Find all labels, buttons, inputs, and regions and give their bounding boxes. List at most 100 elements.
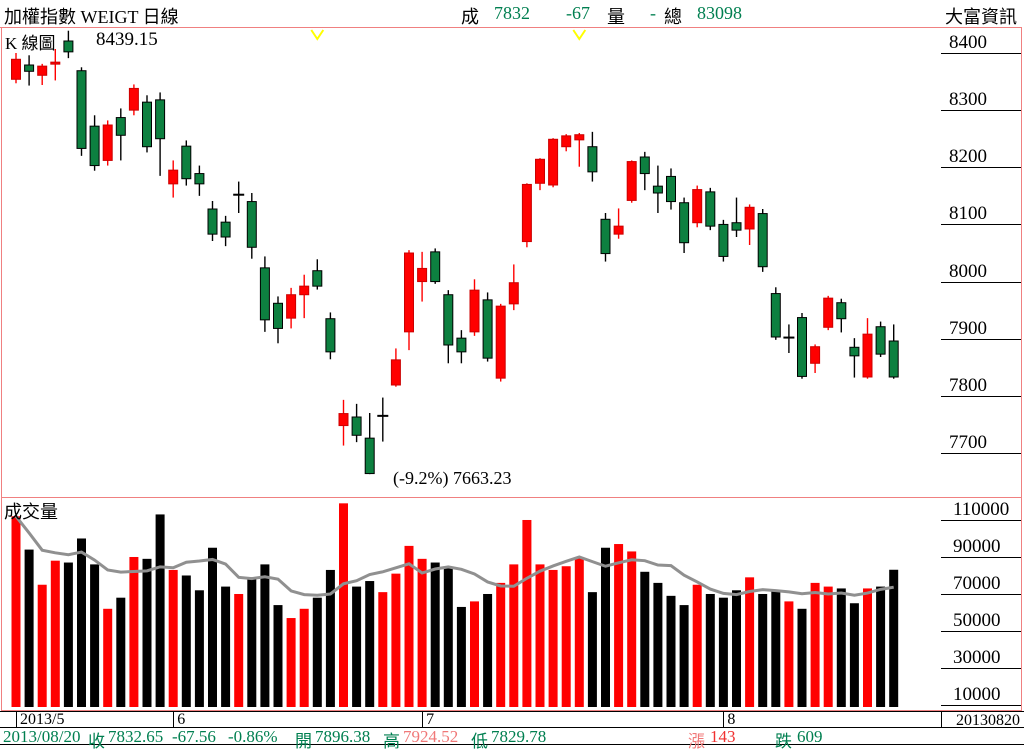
volume-bar [705,593,715,707]
volume-bar [168,569,178,707]
volume-bar [77,538,86,707]
volume-tick-line [941,704,1021,706]
candle-up [417,267,428,283]
price-tick-label: 8300 [949,89,987,111]
volume-tick-line [941,593,1021,595]
volume-bar [771,590,781,707]
volume-axis: 110000 90000 70000 50000 30000 10000 [941,498,1021,710]
volume-bar [443,568,453,707]
candle-down [63,40,74,53]
candle-down [181,145,192,180]
volume-bar [155,514,165,707]
candle-up [37,65,48,76]
candle-up [128,87,139,111]
period-high-value: 8439.15 [96,29,158,50]
volume-bar [548,569,558,707]
change-pct-value: -0.86% [228,727,278,746]
signal-marker-icon [572,29,587,41]
volume-bar [718,597,728,707]
total-value: 83098 [697,3,742,23]
volume-bar [116,597,126,707]
date-axis-row: 2013/5 6 7 8 20130820 [0,711,1024,729]
candle-down [273,302,283,329]
price-tick-label: 7800 [949,374,987,396]
candle-down [875,326,886,355]
candle-down [194,173,205,185]
low-value: 7829.78 [491,727,547,746]
candle-down [443,294,454,346]
candle-down [155,99,166,140]
volume-bar [221,586,231,707]
candle-down [220,221,231,238]
volume-tick-label: 110000 [953,498,1010,520]
candle-up [535,158,545,184]
month-tick-label: 7 [422,712,434,728]
price-tick-label: 8400 [949,32,987,53]
volume-bar [312,597,322,707]
month-tick-label: 6 [173,712,185,728]
signal-marker-icon [310,29,325,41]
decliners-count: 609 [797,727,823,746]
candle-down [639,156,650,175]
chart-title: 加權指數 WEIGT 日線 [4,7,179,27]
candle-down [24,64,35,72]
volume-panel-label: 成交量 [4,502,58,522]
volume-bar [561,566,571,707]
candle-down [888,340,899,378]
price-tick-line [941,167,1021,169]
volume-bar [522,519,532,707]
volume-label: 量 [607,7,625,27]
volume-bar [286,618,296,707]
candle-up [286,294,297,319]
volume-bar [129,556,139,707]
price-tick-label: 8100 [949,203,987,225]
volume-bar [836,588,846,707]
volume-tick-line [941,667,1021,669]
candle-down [351,416,362,436]
open-label: 開 [295,732,312,751]
candle-up [102,124,113,161]
candle-down [115,117,126,136]
volume-bar [784,601,794,707]
price-tick-label: 7900 [949,317,987,339]
volume-bar [640,571,650,707]
volume-bar [50,560,60,707]
volume-bar [273,605,283,707]
candle-up [823,297,834,328]
candle-down [89,125,100,167]
price-tick-line [941,110,1021,112]
volume-tick-label: 30000 [953,646,1001,668]
low-annotation: (-9.2%) 7663.23 [393,468,512,488]
candle-up [613,225,624,235]
frame-bottom-line [1,710,1021,711]
volume-bar [325,569,335,707]
candle-down [705,191,716,227]
candle-down [456,337,467,353]
candle-down [246,201,257,248]
volume-bar [574,556,584,707]
month-tick-label: 2013/5 [16,712,64,728]
candle-down [482,299,493,359]
volume-bar [849,603,859,707]
candle-up [548,138,559,186]
volume-bar [627,551,637,707]
volume-tick-label: 10000 [953,683,1001,705]
volume-bar [90,564,100,707]
candle-up [338,413,349,427]
price-tick-line [941,395,1021,397]
candle-down [207,208,218,235]
volume-bar [679,605,689,707]
candle-down [259,267,270,321]
volume-bar [430,562,440,707]
candle-down [757,213,768,268]
volume-chart[interactable] [2,498,941,710]
candle-down [587,146,598,173]
frame-right-line [1021,27,1022,711]
volume-bar [247,577,257,707]
candle-down [731,222,742,231]
volume-panel[interactable]: 成交量 [2,498,941,710]
candlestick-chart[interactable] [2,28,941,497]
candle-up [521,183,532,243]
price-panel[interactable]: K 線圖 8439.15 (-9.2%) 7663.23 [2,28,941,497]
